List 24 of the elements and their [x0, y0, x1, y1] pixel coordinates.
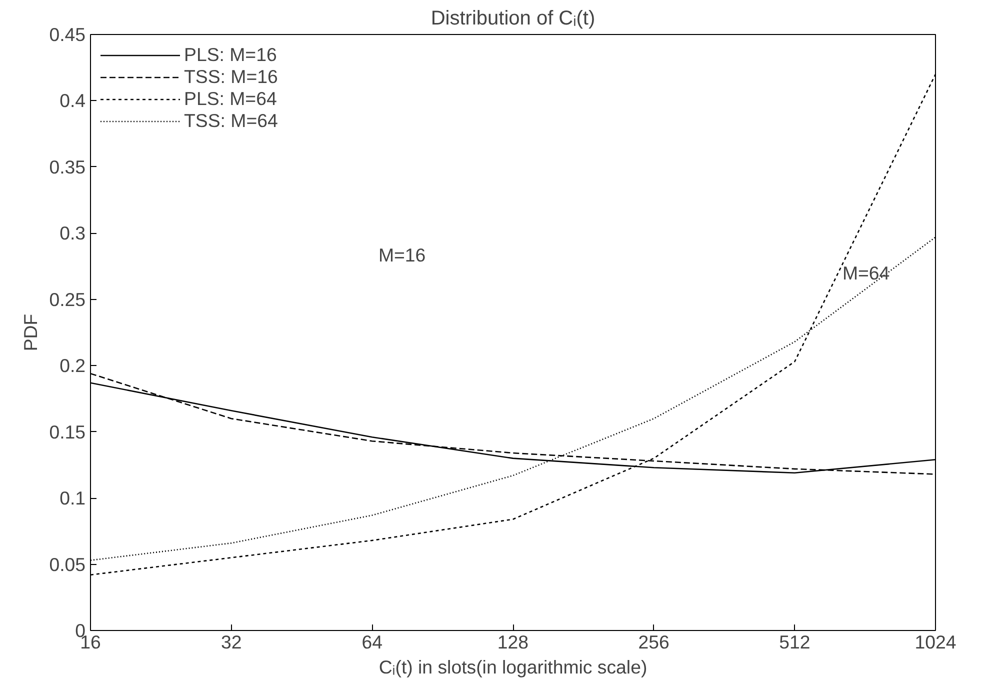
x-tick-label: 64 [362, 632, 383, 652]
y-tick-label: 0.15 [49, 421, 86, 442]
y-tick-label: 0.2 [60, 355, 86, 376]
legend-label: TSS: M=64 [184, 110, 278, 132]
x-tick-label: 256 [638, 632, 670, 652]
x-tick-label: 128 [497, 632, 529, 652]
y-tick-label: 0.45 [49, 24, 86, 45]
legend-label: PLS: M=64 [184, 88, 277, 110]
legend-label: PLS: M=16 [184, 44, 277, 66]
x-tick-label: 512 [779, 632, 810, 652]
x-axis-title: Cᵢ(t) in slots(in logarithmic scale) [378, 656, 648, 678]
y-tick-label: 0.25 [49, 288, 86, 310]
y-tick-label: 0.3 [60, 222, 86, 244]
annotation: M=16 [378, 244, 426, 266]
y-tick-label: 0.35 [49, 156, 86, 178]
chart-title: Distribution of Cᵢ(t) [430, 8, 596, 30]
legend-label: TSS: M=16 [184, 66, 278, 88]
y-tick-label: 0.05 [49, 554, 86, 575]
annotation: M=64 [842, 262, 890, 284]
x-tick-label: 32 [220, 632, 242, 652]
y-tick-label: 0.4 [60, 90, 86, 112]
y-axis-title: PDF [20, 314, 42, 352]
x-tick-label: 1024 [914, 632, 956, 652]
y-tick-label: 0.1 [60, 488, 86, 509]
